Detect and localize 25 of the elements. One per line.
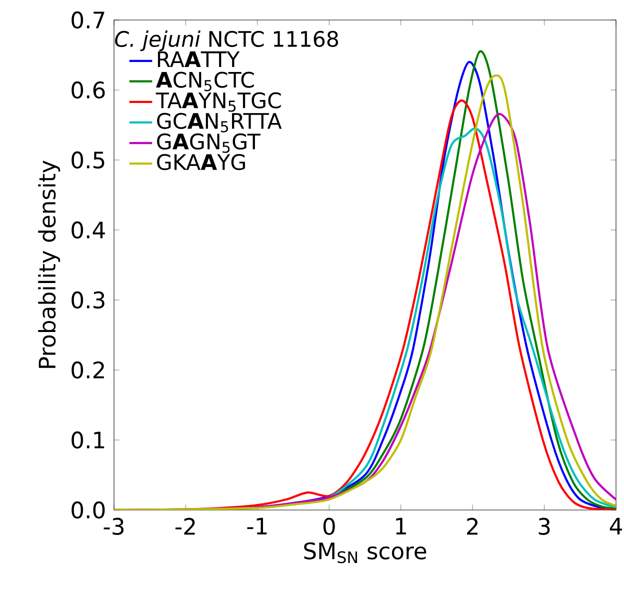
x-tick-label: 3: [538, 518, 550, 535]
legend-label: GCAN$_{5}$RTTA: [157, 112, 282, 132]
legend-label: GAGN$_{5}$GT: [157, 133, 260, 153]
x-tick-label: -1: [247, 518, 267, 534]
y-tick-label: 0.4: [72, 221, 105, 239]
legend-label: GKAAYG: [157, 154, 245, 170]
legend-label: RAATTY: [158, 51, 240, 67]
x-tick-label: -2: [176, 518, 195, 535]
x-tick-label: -3: [104, 518, 124, 535]
y-tick-label: 0.3: [72, 291, 104, 309]
x-tick-label: 0: [323, 518, 335, 535]
x-axis-title: SM$_{SN}$ score: [304, 542, 426, 564]
y-tick-label: 0.7: [72, 11, 104, 29]
x-tick-label: 1: [396, 518, 406, 534]
y-tick-label: 0.5: [72, 151, 104, 169]
x-tick-label: 2: [467, 518, 478, 535]
y-tick-label: 0.6: [72, 81, 105, 99]
y-tick-label: 0.1: [72, 431, 104, 449]
y-tick-label: 0.2: [72, 361, 104, 379]
legend-label: ACN$_{5}$CTC: [156, 72, 254, 92]
x-tick-label: 4: [610, 518, 622, 534]
legend-title: C. jejuni NCTC 11168: [115, 30, 338, 52]
y-tick-label: 0.0: [72, 501, 105, 519]
y-axis-title: Probability density: [38, 160, 60, 368]
legend-label: TAAYN$_{5}$TGC: [156, 92, 281, 112]
